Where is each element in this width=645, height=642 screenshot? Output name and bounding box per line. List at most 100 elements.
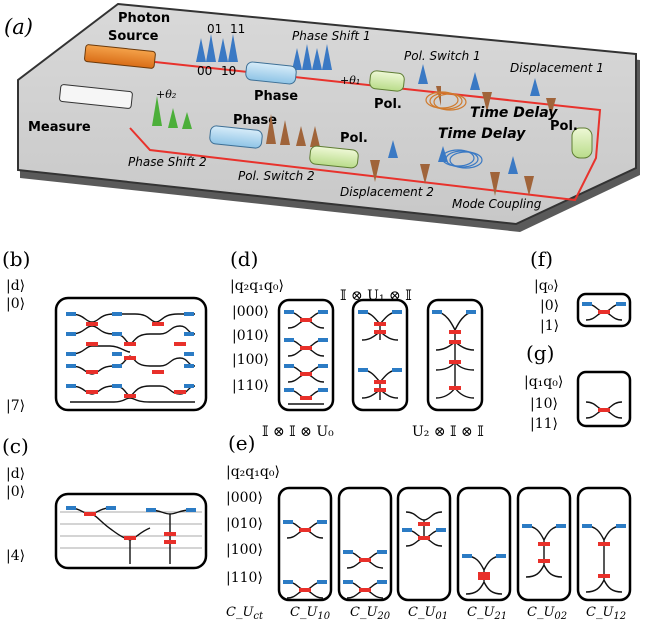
panel-e-label: (e) bbox=[228, 431, 255, 455]
panel-e-crossing bbox=[598, 542, 610, 546]
theta2-label: +θ₂ bbox=[156, 88, 176, 101]
panel-g-crossing bbox=[598, 408, 610, 412]
panel-e-grating bbox=[496, 554, 506, 558]
phase-1-label: Phase bbox=[254, 89, 298, 104]
panel-c-label: (c) bbox=[2, 434, 29, 458]
panel-e-grating bbox=[556, 524, 566, 528]
panel-d-state-3: |110⟩ bbox=[232, 378, 269, 394]
panel-c-ket-d: |d⟩ bbox=[6, 466, 25, 482]
panel-e-op-10: C_U10 bbox=[290, 605, 331, 622]
panel-e-crossing bbox=[478, 576, 490, 580]
panel-e-state-1: |010⟩ bbox=[226, 516, 263, 532]
pulses-mixed-top bbox=[418, 64, 556, 116]
panel-f-state-0: |0⟩ bbox=[540, 298, 559, 314]
pol-right-block bbox=[571, 127, 593, 159]
panel-e-box-01 bbox=[456, 486, 512, 602]
panel-d-state-1: |010⟩ bbox=[232, 328, 269, 344]
panel-e-crossing bbox=[478, 572, 490, 576]
panel-e-grating bbox=[343, 580, 353, 584]
panel-c-crossings bbox=[84, 512, 176, 544]
pol-1-label: Pol. bbox=[374, 97, 402, 112]
displacement-2-label: Displacement 2 bbox=[340, 185, 434, 199]
panel-e-grating bbox=[462, 554, 472, 558]
delay-coil-1 bbox=[425, 91, 467, 111]
panel-e-crossing bbox=[359, 588, 371, 592]
panel-e-grating bbox=[402, 528, 412, 532]
measure-block bbox=[59, 84, 133, 109]
pulses-blue-top bbox=[196, 34, 332, 70]
panel-f-label: (f) bbox=[530, 247, 553, 271]
panel-g-box bbox=[576, 370, 632, 428]
panel-d: (d) |q₂q₁q₀⟩ 𝕀 ⊗ U₁ ⊗ 𝕀 |000⟩ |010⟩ |100… bbox=[230, 247, 484, 440]
pol-right-label: Pol. bbox=[550, 119, 578, 134]
panel-b: (b) |d⟩ |0⟩ |7⟩ bbox=[2, 247, 208, 414]
panel-g: (g) |q₁q₀⟩ |10⟩ |11⟩ bbox=[524, 341, 632, 432]
panel-d-state-0: |000⟩ bbox=[232, 304, 269, 320]
panel-e-op-ct: C_Uct bbox=[226, 605, 264, 622]
panel-f-crossing bbox=[598, 310, 610, 314]
panel-e-grating bbox=[283, 520, 293, 524]
panel-e-box-ct bbox=[277, 486, 333, 602]
panel-e-crossing bbox=[598, 574, 610, 578]
panel-g-state-1: |11⟩ bbox=[530, 416, 558, 432]
panel-d-crossings bbox=[300, 318, 461, 400]
measure-label: Measure bbox=[28, 120, 91, 135]
panel-e-crossing bbox=[299, 588, 311, 592]
panel-e-state-2: |100⟩ bbox=[226, 542, 263, 558]
panel-d-box-2 bbox=[351, 298, 409, 412]
panel-c-ket-4: |4⟩ bbox=[6, 548, 25, 564]
pulses-brown bbox=[266, 114, 320, 147]
panel-e-crossing bbox=[418, 522, 430, 526]
chip-plate bbox=[17, 2, 637, 226]
pol-switch-2-label: Pol. Switch 2 bbox=[238, 169, 315, 183]
panel-e-crossing bbox=[359, 558, 371, 562]
phase-shift-2-label: Phase Shift 2 bbox=[128, 155, 207, 169]
bit-00: 00 bbox=[197, 64, 212, 78]
pol-1-block bbox=[369, 70, 405, 92]
panel-e-crossing bbox=[299, 528, 311, 532]
pulses-mixed-bottom bbox=[370, 140, 534, 196]
panel-e-grating bbox=[317, 520, 327, 524]
panel-b-ket-7: |7⟩ bbox=[6, 398, 25, 414]
pulses-green bbox=[152, 96, 192, 129]
panel-e-box-10 bbox=[337, 486, 393, 602]
phase-2-block bbox=[209, 125, 263, 149]
panel-e-op-20: C_U20 bbox=[350, 605, 391, 622]
photon-source-block bbox=[84, 44, 156, 69]
panel-b-crossings bbox=[86, 322, 186, 398]
panel-e-header: |q₂q₁q₀⟩ bbox=[226, 464, 280, 480]
phase-shift-1-label: Phase Shift 1 bbox=[292, 29, 371, 43]
pol-switch-1-label: Pol. Switch 1 bbox=[404, 49, 481, 63]
panel-c-ket-0: |0⟩ bbox=[6, 484, 25, 500]
panel-e-box-20 bbox=[396, 486, 452, 602]
panel-e-grating bbox=[582, 524, 592, 528]
time-delay-2-label: Time Delay bbox=[438, 126, 526, 142]
panel-d-label: (d) bbox=[230, 247, 258, 271]
panel-e-grating bbox=[283, 580, 293, 584]
panel-e: (e) |q₂q₁q₀⟩ |000⟩ |010⟩ |100⟩ |110⟩ C_U… bbox=[226, 431, 632, 622]
panel-d-op-right: U₂ ⊗ 𝕀 ⊗ 𝕀 bbox=[412, 424, 484, 440]
panel-f-gratings bbox=[582, 302, 626, 306]
photon-label-2: Source bbox=[108, 29, 159, 44]
panel-b-gratings bbox=[66, 312, 194, 388]
panel-b-ket-0: |0⟩ bbox=[6, 296, 25, 312]
panel-d-header: |q₂q₁q₀⟩ bbox=[230, 278, 284, 294]
bit-11: 11 bbox=[230, 22, 245, 36]
displacement-1-label: Displacement 1 bbox=[510, 61, 604, 75]
mode-coupling-label: Mode Coupling bbox=[452, 197, 542, 211]
panel-c-box bbox=[54, 492, 208, 570]
panel-e-state-0: |000⟩ bbox=[226, 490, 263, 506]
panel-b-label: (b) bbox=[2, 247, 30, 271]
panel-e-op-01: C_U01 bbox=[408, 605, 448, 622]
pol-2-block bbox=[309, 145, 359, 169]
panel-a: (a) Photon Source Measure 01 11 00 10 Ph… bbox=[4, 2, 640, 232]
time-delay-1-label: Time Delay bbox=[470, 105, 558, 121]
panel-e-crossing bbox=[538, 542, 550, 546]
panel-g-state-0: |10⟩ bbox=[530, 396, 558, 412]
panel-f-header: |q₀⟩ bbox=[534, 278, 559, 294]
panel-d-gratings bbox=[284, 310, 476, 392]
panel-e-grating bbox=[616, 524, 626, 528]
pol-2-label: Pol. bbox=[340, 131, 368, 146]
panel-c-gratings bbox=[66, 506, 196, 512]
